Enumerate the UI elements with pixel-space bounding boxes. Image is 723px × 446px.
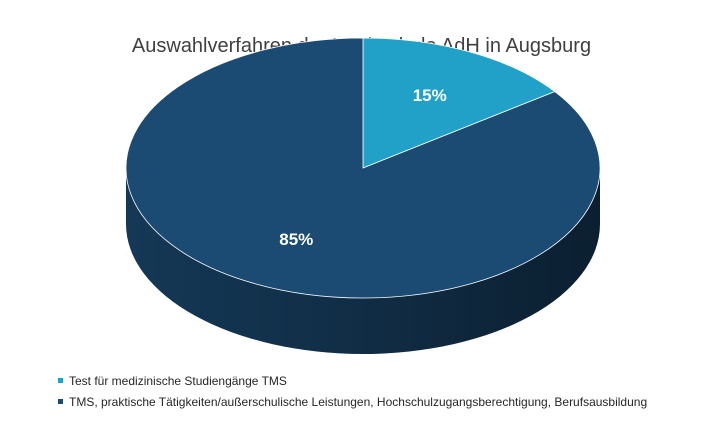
pie-slice-tms	[362, 37, 556, 169]
legend-label-combined: TMS, praktische Tätigkeiten/außerschulis…	[69, 394, 648, 409]
data-label-combined: 85%	[279, 230, 313, 249]
legend-item-tms: Test für medizinische Studiengänge TMS	[58, 370, 647, 391]
pie-slice-combined	[125, 37, 601, 299]
pie-side-combined	[126, 168, 600, 354]
legend-swatch-tms	[58, 378, 63, 383]
pie-labels: 15% 85%	[279, 86, 446, 249]
legend: Test für medizinische Studiengänge TMS T…	[58, 370, 647, 412]
data-label-tms: 15%	[413, 86, 447, 105]
pie-tops	[125, 37, 601, 299]
pie-sides	[126, 168, 600, 354]
legend-swatch-combined	[58, 399, 63, 404]
legend-label-tms: Test für medizinische Studiengänge TMS	[69, 373, 287, 388]
legend-item-combined: TMS, praktische Tätigkeiten/außerschulis…	[58, 391, 647, 412]
